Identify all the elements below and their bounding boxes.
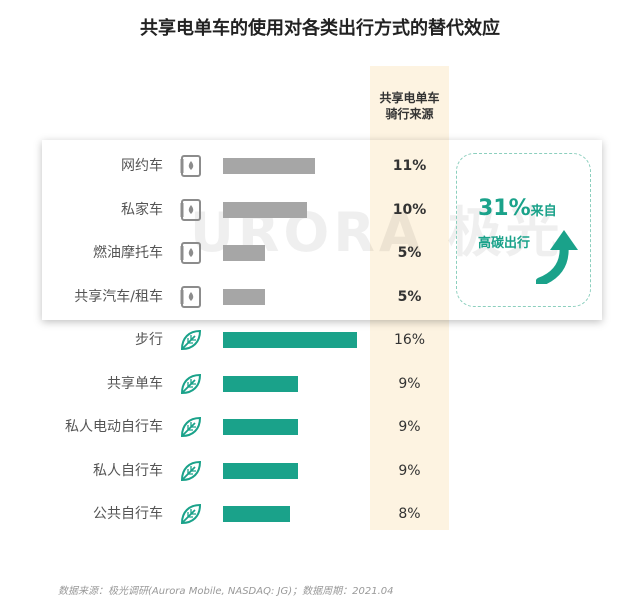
bar [223,375,298,392]
callout-headline: 31%来自 [478,196,557,221]
category-label: 私人电动自行车 [65,419,163,435]
bar [223,332,357,348]
bar [223,158,315,174]
category-label: 私人自行车 [93,462,163,479]
leaf-icon [179,415,203,439]
category-label: 步行 [135,332,163,348]
value-label: 9% [398,375,421,392]
fuel-icon [179,285,203,309]
category-label: 共享汽车/租车 [74,288,163,305]
leaf-icon [179,502,203,526]
category-label: 燃油摩托车 [93,245,163,261]
category-label: 公共自行车 [93,506,163,522]
column-header-line2: 骑行来源 [385,107,434,121]
value-label: 11% [392,158,427,174]
fuel-icon [179,241,203,265]
category-label: 网约车 [121,158,163,174]
category-label: 私家车 [121,201,163,218]
bar [223,245,265,261]
bar [223,288,265,305]
value-label: 5% [397,288,422,305]
value-label: 9% [398,419,421,435]
chart-title: 共享电单车的使用对各类出行方式的替代效应 [140,18,500,39]
callout-from: 来自 [530,204,557,219]
up-arrow-icon [536,230,578,284]
column-header: 共享电单车 骑行来源 [370,90,449,122]
value-label: 8% [398,506,421,522]
bar [223,419,298,435]
value-label: 16% [393,332,426,348]
category-label: 共享单车 [107,375,163,392]
callout-percent: 31% [478,196,531,221]
fuel-icon [179,198,203,222]
value-label: 9% [398,462,421,479]
leaf-icon [179,328,203,352]
fuel-icon [179,154,203,178]
leaf-icon [179,372,203,396]
bar [223,462,298,479]
data-source-note: 数据来源：极光调研(Aurora Mobile, NASDAQ: JG)；数据周… [58,586,394,597]
source-column-background [370,66,449,530]
callout-text: 高碳出行 [478,236,531,251]
bar [223,506,290,522]
callout-box [456,153,591,307]
value-label: 10% [392,201,427,218]
column-header-line1: 共享电单车 [379,91,440,105]
bar [223,201,307,218]
value-label: 5% [397,245,422,261]
leaf-icon [179,459,203,483]
